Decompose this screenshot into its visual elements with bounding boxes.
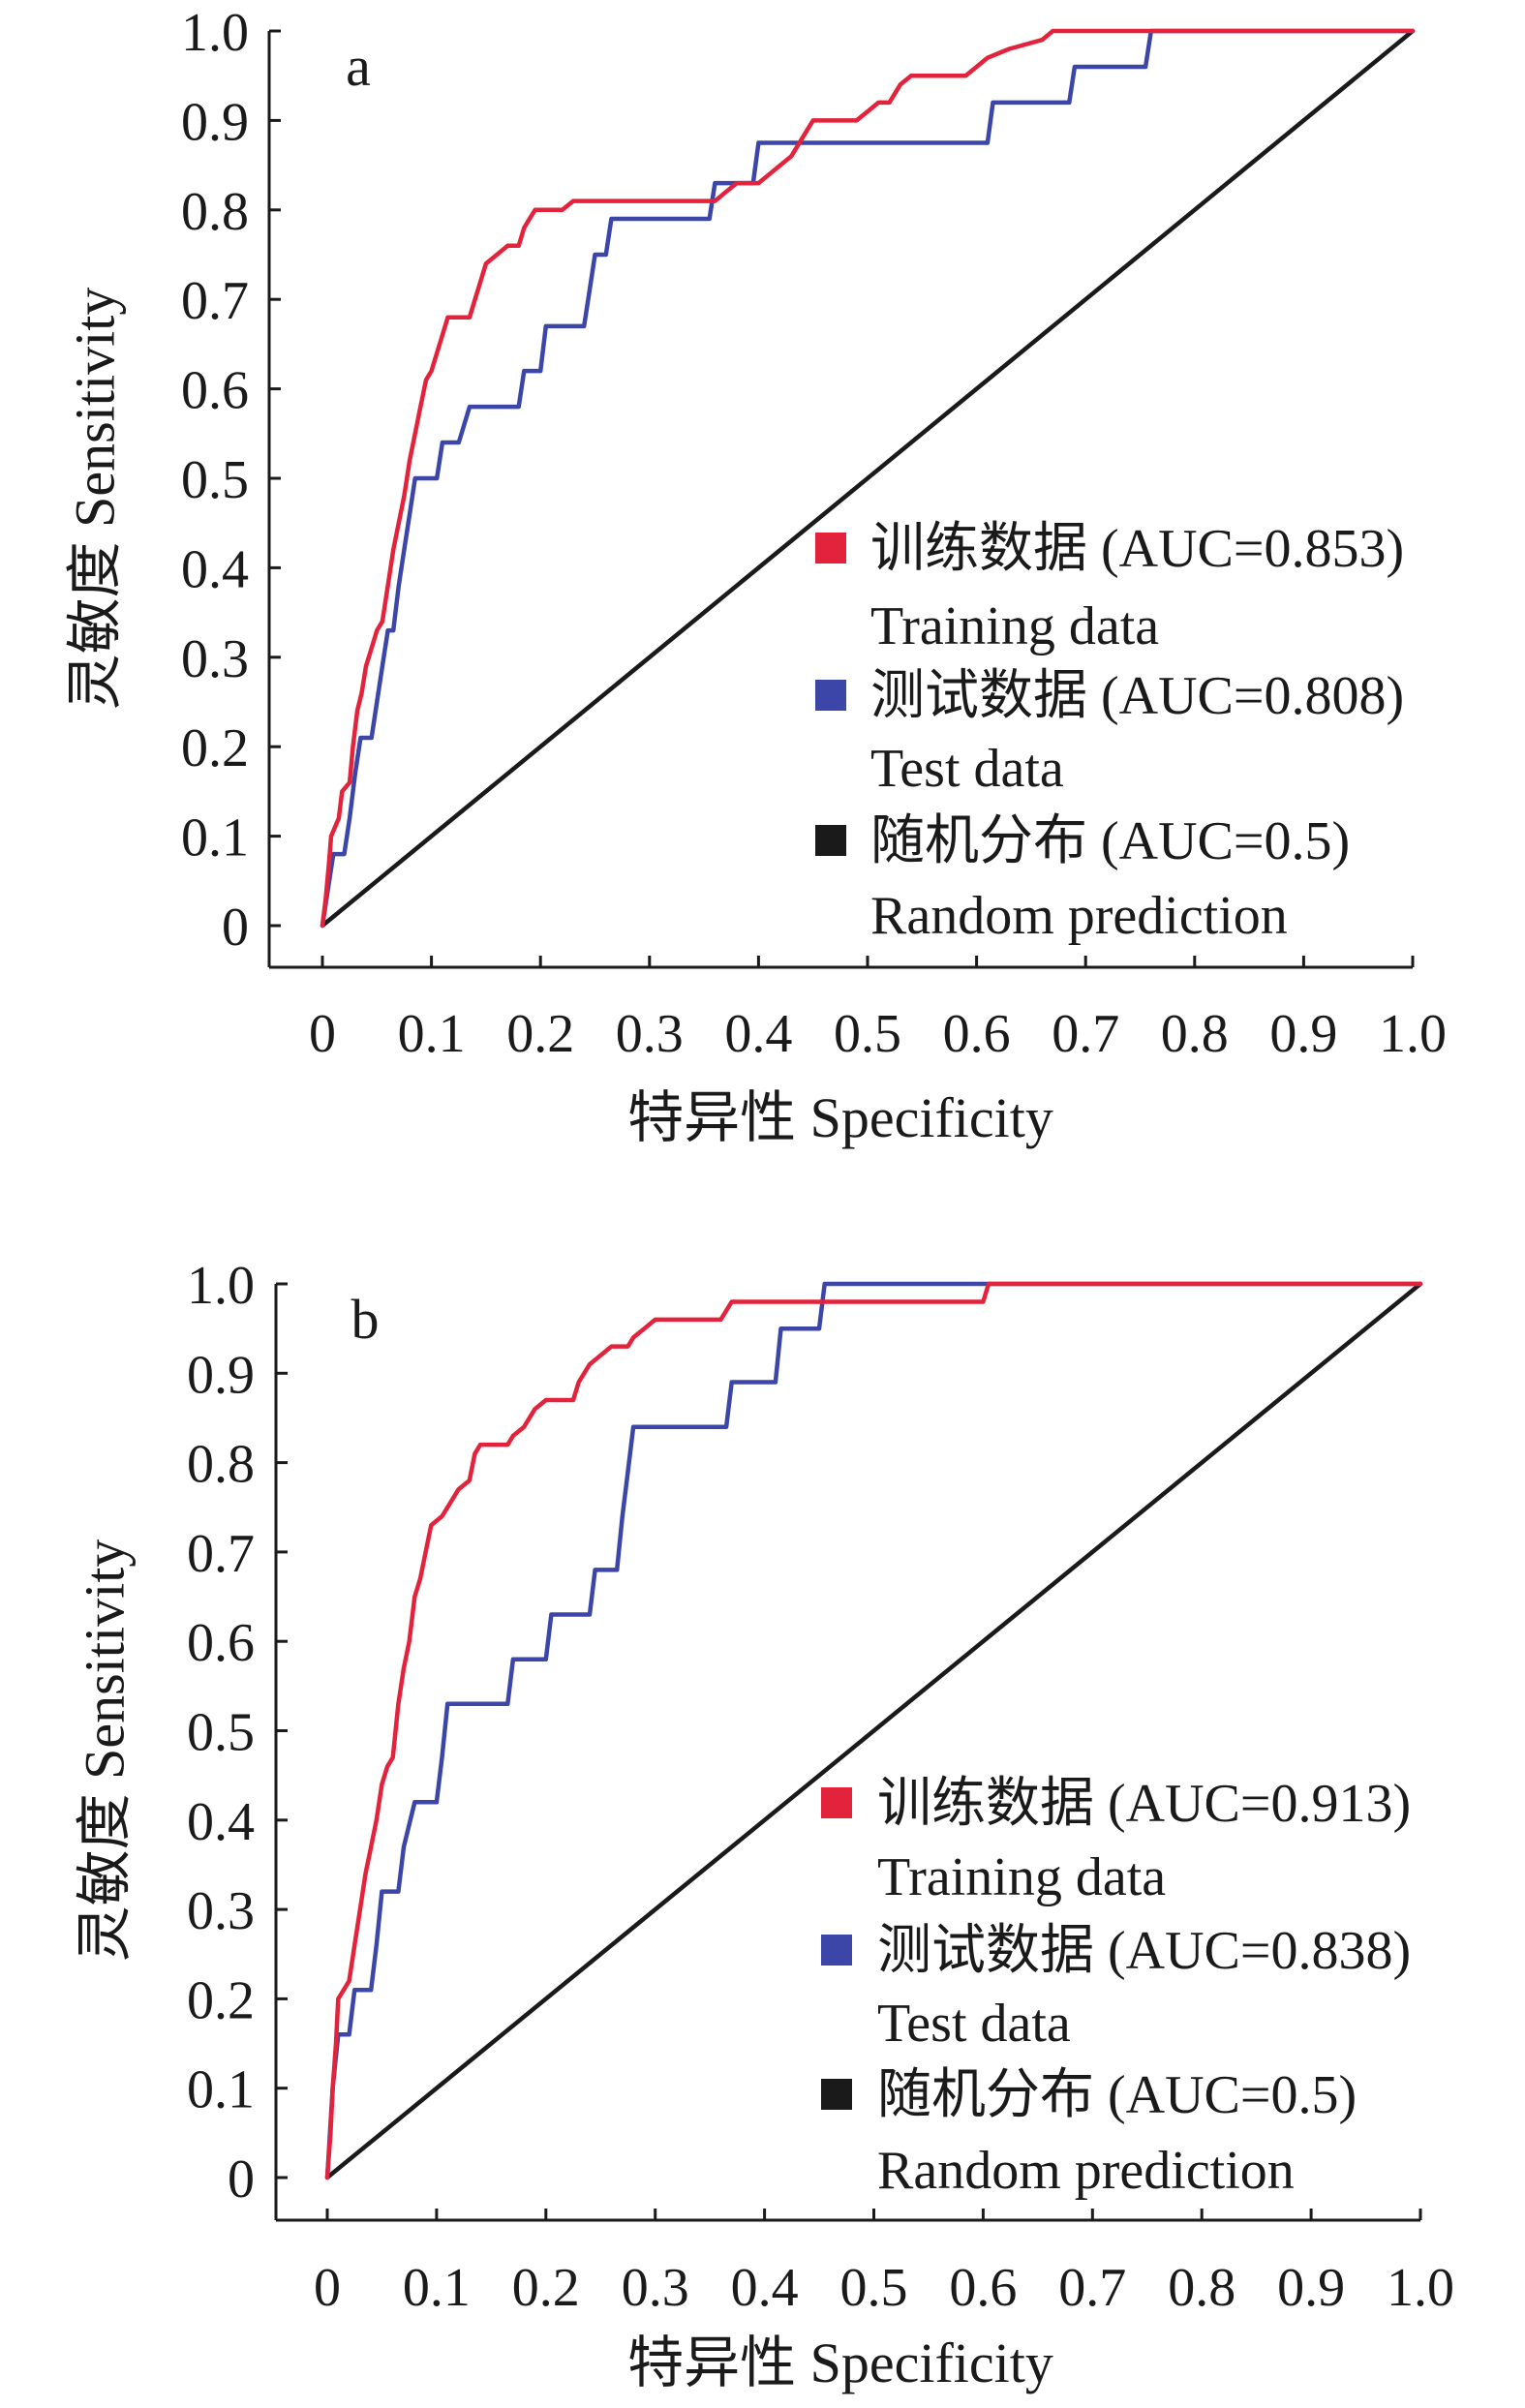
legend-label-test-data: 测试数据 (AUC=0.808) [870, 666, 1404, 726]
legend-swatch-test-data [821, 1935, 852, 1966]
panel-label: a [346, 35, 371, 98]
x-tick-label: 0.3 [616, 1004, 684, 1064]
x-tick-label: 1.0 [1387, 2258, 1454, 2318]
legend-sublabel-random-prediction: Random prediction [877, 2141, 1295, 2201]
legend-swatch-training-data [821, 1787, 852, 1818]
x-tick-label: 0.8 [1168, 2258, 1235, 2318]
x-axis-title: 特异性 Specificity [627, 2332, 1053, 2394]
legend-swatch-random-prediction [821, 2079, 852, 2110]
x-tick-label: 0.7 [1052, 1004, 1119, 1064]
x-tick-label: 0.9 [1277, 2258, 1345, 2318]
panel-label: b [351, 1288, 380, 1351]
legend-sublabel-test-data: Test data [877, 1994, 1071, 2054]
x-tick-label: 0.5 [834, 1004, 901, 1064]
y-tick-label: 0.1 [181, 808, 249, 869]
x-tick-label: 0.6 [943, 1004, 1011, 1064]
series-line-random-prediction [324, 1281, 1423, 2180]
y-tick-label: 0.7 [187, 1524, 255, 1584]
y-tick-label: 0.8 [187, 1435, 255, 1495]
y-tick-label: 0.9 [181, 92, 249, 152]
series-line-training-data [320, 28, 1416, 929]
x-tick-label: 0.2 [506, 1004, 574, 1064]
series-line-training-data [324, 1281, 1423, 2180]
y-tick-label: 0.5 [187, 1703, 255, 1763]
legend-label-random-prediction: 随机分布 (AUC=0.5) [870, 811, 1350, 871]
series-line-test-data [320, 28, 1416, 929]
y-tick-label: 0.8 [181, 182, 249, 242]
roc-panel-2: 0 0.1 0.2 0.3 0.4 0.5 0.6 0.7 0.8 0.9 1.0 0 0.1 0.2 0.… [74, 1256, 1455, 2394]
series-line-random-prediction [320, 28, 1416, 929]
legend-sublabel-training-data: Training data [877, 1847, 1166, 1907]
y-tick-label: 0 [222, 898, 249, 958]
legend-sublabel-training-data: Training data [870, 596, 1159, 656]
y-tick-label: 0.7 [181, 271, 249, 331]
x-tick-label: 1.0 [1379, 1004, 1447, 1064]
x-tick-label: 0.3 [622, 2258, 689, 2318]
roc-panel-1: 0 0.1 0.2 0.3 0.4 0.5 0.6 0.7 0.8 0.9 1.0 0 0.1 0.2 0.… [64, 3, 1448, 1149]
x-tick-label: 0.7 [1058, 2258, 1126, 2318]
y-tick-label: 0.4 [187, 1792, 255, 1852]
y-tick-label: 1.0 [187, 1256, 255, 1316]
x-tick-label: 0.4 [724, 1004, 792, 1064]
x-tick-label: 0.1 [403, 2258, 471, 2318]
y-tick-label: 0.6 [187, 1613, 255, 1673]
y-tick-label: 1.0 [181, 3, 249, 63]
y-tick-label: 0.2 [187, 1970, 255, 2030]
legend-swatch-training-data [815, 533, 846, 564]
x-tick-label: 0.6 [949, 2258, 1017, 2318]
y-tick-label: 0.2 [181, 718, 249, 778]
legend-sublabel-random-prediction: Random prediction [870, 886, 1288, 946]
x-tick-label: 0.5 [840, 2258, 908, 2318]
x-axis-title: 特异性 Specificity [627, 1086, 1053, 1149]
x-tick-label: 0.8 [1161, 1004, 1229, 1064]
x-tick-label: 0.1 [398, 1004, 466, 1064]
y-tick-label: 0.3 [181, 629, 249, 689]
y-tick-label: 0.5 [181, 450, 249, 510]
y-tick-label: 0.1 [187, 2060, 255, 2120]
legend-label-test-data: 测试数据 (AUC=0.838) [877, 1921, 1411, 1981]
y-tick-label: 0.3 [187, 1881, 255, 1941]
legend-label-random-prediction: 随机分布 (AUC=0.5) [877, 2065, 1357, 2125]
x-tick-label: 0 [314, 2258, 341, 2318]
y-tick-label: 0.6 [181, 361, 249, 421]
y-tick-label: 0 [228, 2149, 255, 2210]
y-axis-title: 灵敏度 Sensitivity [64, 288, 127, 711]
legend-sublabel-test-data: Test data [870, 739, 1064, 799]
y-tick-label: 0.9 [187, 1345, 255, 1405]
legend-label-training-data: 训练数据 (AUC=0.913) [877, 1774, 1411, 1834]
y-axis-title: 灵敏度 Sensitivity [74, 1539, 137, 1963]
legend-label-training-data: 训练数据 (AUC=0.853) [870, 519, 1404, 579]
x-tick-label: 0.2 [512, 2258, 580, 2318]
x-tick-label: 0.4 [731, 2258, 799, 2318]
legend-swatch-test-data [815, 680, 846, 711]
legend-swatch-random-prediction [815, 825, 846, 856]
y-tick-label: 0.4 [181, 539, 249, 599]
x-tick-label: 0.9 [1269, 1004, 1337, 1064]
x-tick-label: 0 [309, 1004, 336, 1064]
series-line-test-data [324, 1281, 1423, 2180]
